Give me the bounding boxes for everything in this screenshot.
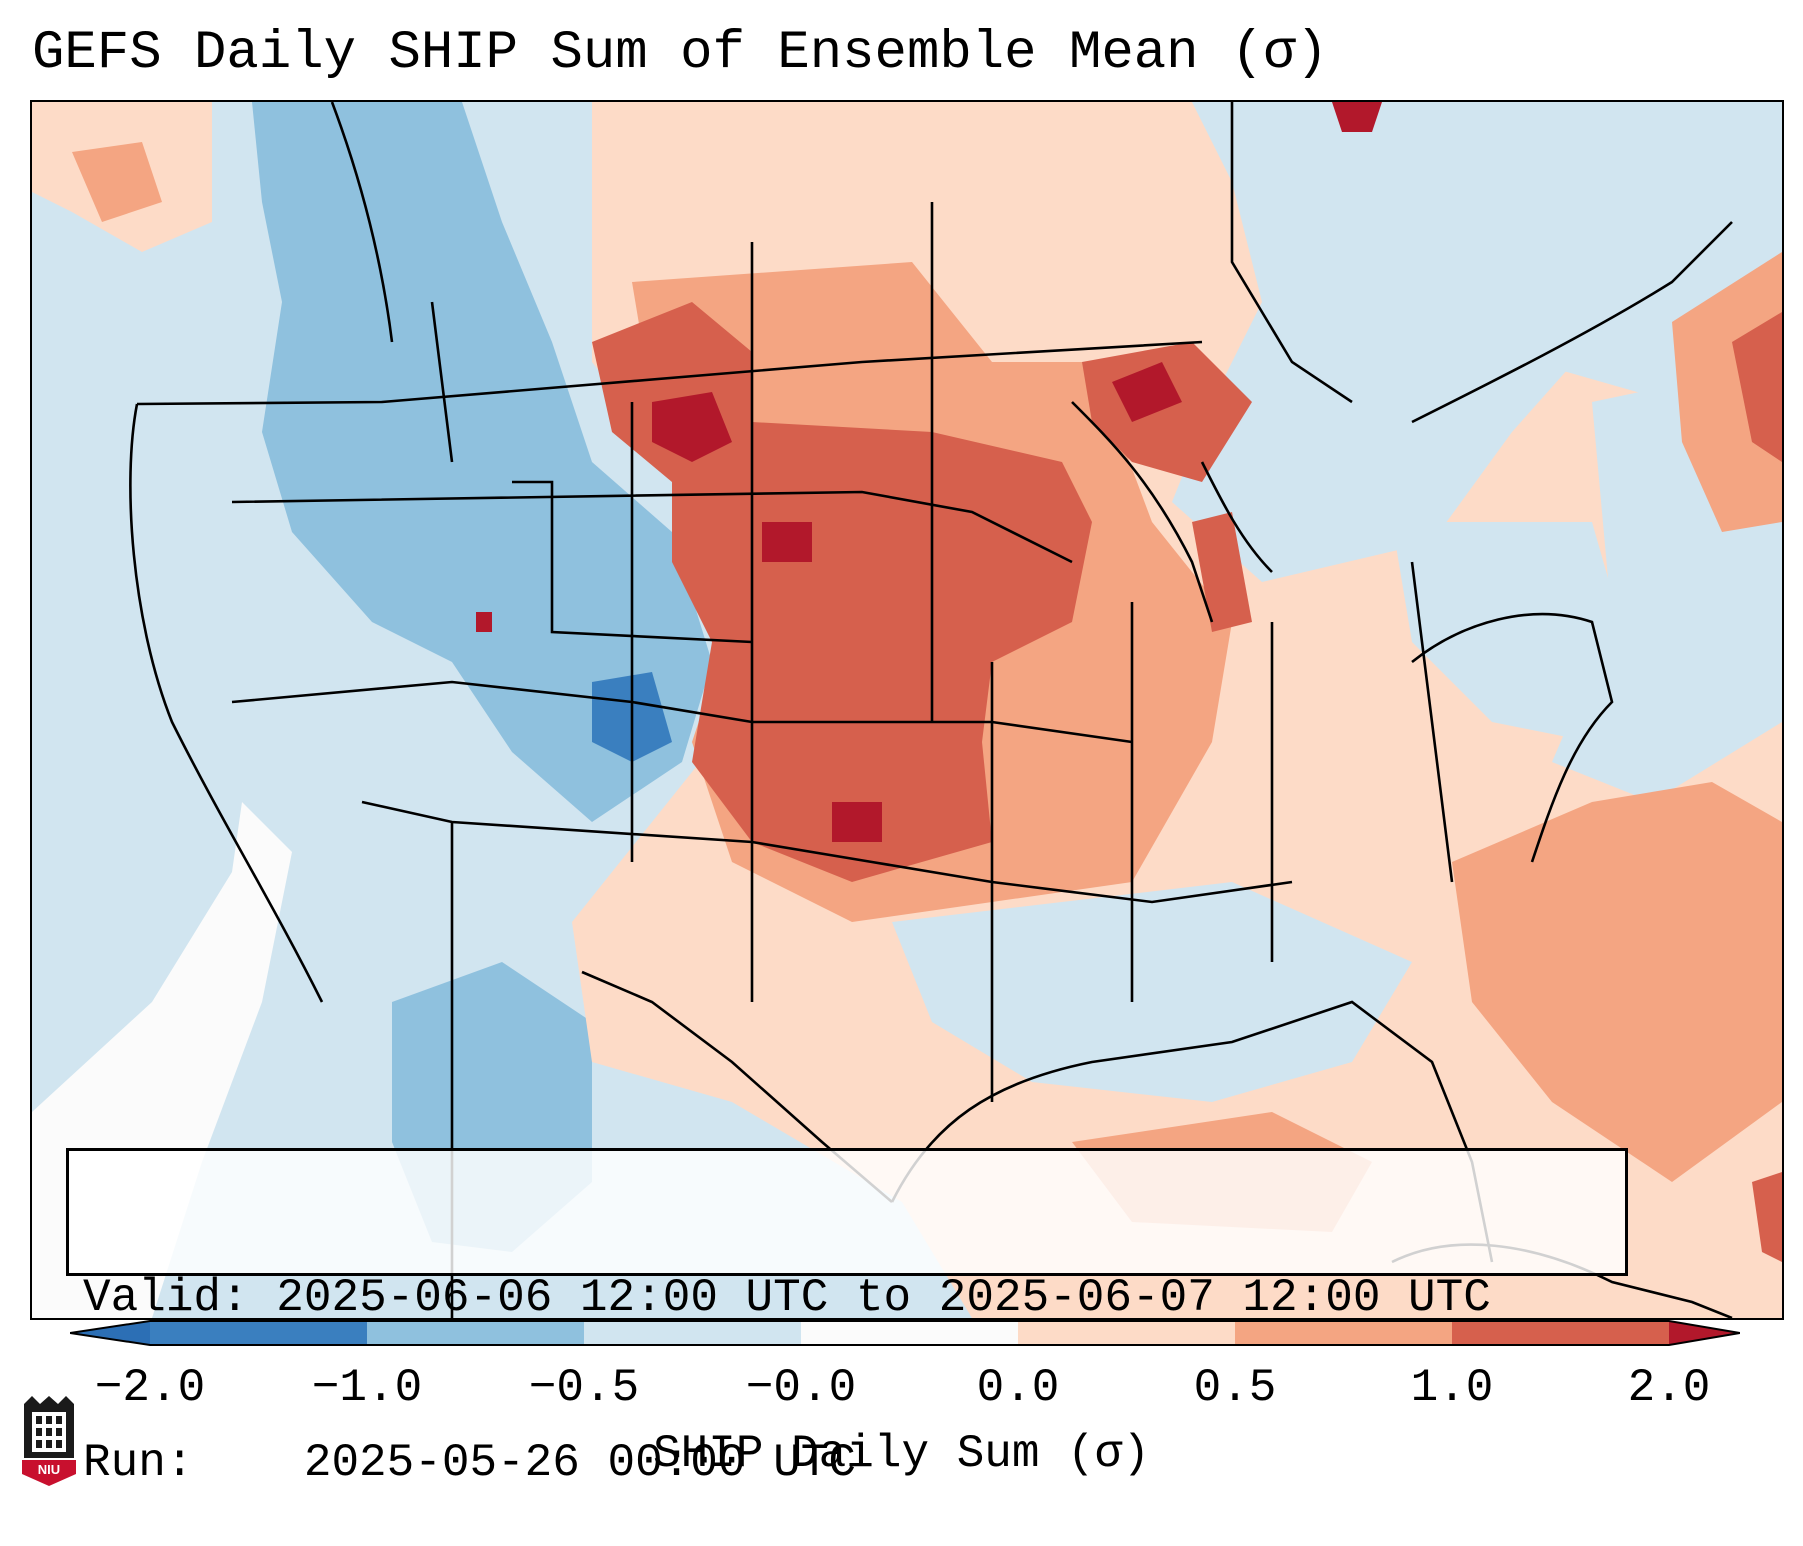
niu-logo-icon: NIU <box>22 1396 76 1486</box>
run-label: Run: <box>83 1437 194 1489</box>
tick-label: 2.0 <box>1627 1362 1711 1414</box>
colorbar-bin-4 <box>801 1321 1018 1345</box>
state-boundaries <box>129 102 1733 1318</box>
colorbar-svg <box>69 1320 1741 1346</box>
valid-row: Valid: 2025-06-06 12:00 UTC to 2025-06-0… <box>83 1271 1611 1326</box>
colorbar-label: SHIP Daily Sum (σ) <box>653 1428 1150 1480</box>
tick-label: −0.5 <box>528 1362 640 1414</box>
colorbar-bin-2 <box>367 1321 584 1345</box>
colorbar-bin-1 <box>150 1321 367 1345</box>
montana-extreme-core <box>652 392 732 462</box>
utah-extreme-dot <box>476 612 492 632</box>
colorbar <box>69 1318 1741 1348</box>
chart-title: GEFS Daily SHIP Sum of Ensemble Mean (σ) <box>32 23 1329 84</box>
run-row: Run: 2025-05-26 00:00 UTC <box>83 1436 1611 1491</box>
map-panel <box>30 100 1784 1320</box>
anomaly-map <box>32 102 1782 1318</box>
tick-label: −1.0 <box>311 1362 423 1414</box>
valid-value: 2025-06-06 12:00 UTC to 2025-06-07 12:00… <box>276 1272 1491 1324</box>
west-negative-region <box>252 102 712 822</box>
south-dakota-extreme-core <box>762 522 812 562</box>
logo-text: NIU <box>38 1462 60 1477</box>
haiti-strong-positive <box>1752 1172 1782 1262</box>
gulf-blue <box>892 882 1412 1102</box>
colorbar-ticks: −2.0 −1.0 −0.5 −0.0 0.0 0.5 1.0 2.0 <box>0 1360 1803 1420</box>
great-lakes-neutral-blue <box>1172 102 1692 582</box>
tick-label: 0.5 <box>1193 1362 1277 1414</box>
maine-strong-positive <box>1732 312 1782 462</box>
tick-label: 0.0 <box>976 1362 1060 1414</box>
new-england-positive <box>1672 252 1782 532</box>
colorbar-max-extension <box>1669 1321 1740 1345</box>
hudson-extreme-core <box>1332 102 1382 132</box>
niu-logo: NIU <box>20 1394 78 1486</box>
colorbar-bin-5 <box>1018 1321 1235 1345</box>
colorbar-bin-7 <box>1452 1321 1669 1345</box>
info-box: Valid: 2025-06-06 12:00 UTC to 2025-06-0… <box>66 1148 1628 1489</box>
valid-label: Valid: <box>83 1272 249 1324</box>
tick-label: −2.0 <box>94 1362 206 1414</box>
tick-label: −0.0 <box>745 1362 857 1414</box>
tick-label: 1.0 <box>1410 1362 1494 1414</box>
pacific-positive-core <box>72 142 162 222</box>
lake-michigan-strong-positive <box>1192 512 1252 632</box>
mid-atlantic-blue <box>1392 522 1632 742</box>
atlantic-positive-region <box>1452 782 1782 1182</box>
superior-extreme-core <box>1112 362 1182 422</box>
colorbar-bin-3 <box>584 1321 801 1345</box>
colorbar-min-extension <box>70 1321 150 1345</box>
oklahoma-extreme-core <box>832 802 882 842</box>
colorbar-bin-6 <box>1235 1321 1452 1345</box>
run-value: 2025-05-26 00:00 UTC <box>303 1437 856 1489</box>
